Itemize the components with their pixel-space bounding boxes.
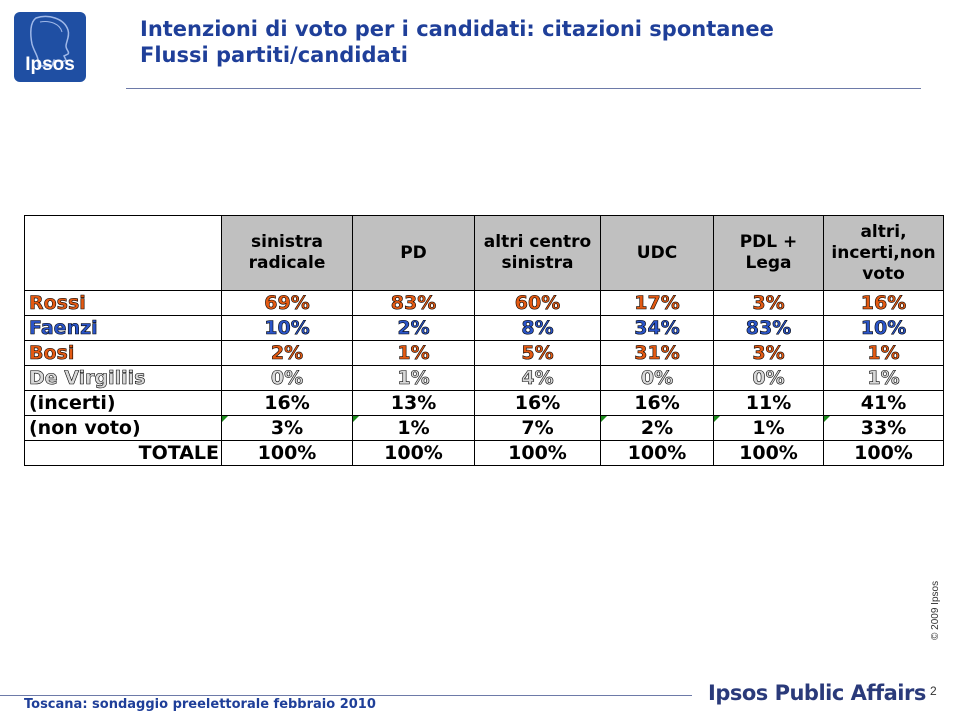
table-cell: 17% — [600, 290, 714, 316]
profile-head-icon — [30, 15, 70, 67]
table-cell: 100% — [221, 440, 353, 466]
table-cell: 16% — [221, 390, 353, 416]
title-divider — [126, 88, 921, 89]
table-cell: 31% — [600, 340, 714, 366]
comment-marker-icon — [824, 416, 830, 422]
column-header: altri, incerti,non voto — [823, 215, 944, 291]
table-row: (non voto) 3% 1% 7% 2% 1% 33% — [24, 415, 944, 441]
header-corner-cell — [24, 215, 222, 291]
table-cell: 16% — [474, 390, 601, 416]
table-cell: 4% — [474, 365, 601, 391]
table-cell: 10% — [221, 315, 353, 341]
table-cell: 10% — [823, 315, 944, 341]
row-label: Rossi — [24, 290, 222, 316]
row-label: (non voto) — [24, 415, 222, 441]
table-cell: 0% — [713, 365, 824, 391]
column-header: PDL + Lega — [713, 215, 824, 291]
comment-marker-icon — [222, 416, 228, 422]
row-label: De Virgiliis — [24, 365, 222, 391]
table-row: Faenzi 10% 2% 8% 34% 83% 10% — [24, 315, 944, 341]
table-cell: 1% — [823, 340, 944, 366]
table-cell: 1% — [352, 365, 475, 391]
row-label: Faenzi — [24, 315, 222, 341]
table-cell: 60% — [474, 290, 601, 316]
table-cell: 41% — [823, 390, 944, 416]
table-cell: 8% — [474, 315, 601, 341]
comment-marker-icon — [714, 416, 720, 422]
table-cell: 0% — [221, 365, 353, 391]
table-cell: 69% — [221, 290, 353, 316]
row-label: (incerti) — [24, 390, 222, 416]
column-header: PD — [352, 215, 475, 291]
page-title: Intenzioni di voto per i candidati: cita… — [140, 16, 774, 68]
page-number: 2 — [930, 684, 937, 698]
table-row: De Virgiliis 0% 1% 4% 0% 0% 1% — [24, 365, 944, 391]
table-cell: 5% — [474, 340, 601, 366]
table-cell: 3% — [713, 290, 824, 316]
footer-brand: Ipsos Public Affairs — [708, 681, 926, 705]
table-row: (incerti) 16% 13% 16% 16% 11% 41% — [24, 390, 944, 416]
vote-flow-table: sinistra radicale PD altri centro sinist… — [24, 215, 944, 466]
table-cell: 16% — [600, 390, 714, 416]
footer-divider — [0, 695, 692, 696]
ipsos-logo: Ipsos — [14, 12, 86, 82]
table-cell: 1% — [823, 365, 944, 391]
table-row: Bosi 2% 1% 5% 31% 3% 1% — [24, 340, 944, 366]
table-total-row: TOTALE 100% 100% 100% 100% 100% 100% — [24, 440, 944, 466]
table-cell: 3% — [221, 415, 353, 441]
table-row: Rossi 69% 83% 60% 17% 3% 16% — [24, 290, 944, 316]
table-cell: 3% — [713, 340, 824, 366]
table-cell: 16% — [823, 290, 944, 316]
table-cell: 2% — [352, 315, 475, 341]
table-cell: 33% — [823, 415, 944, 441]
title-line-2: Flussi partiti/candidati — [140, 43, 408, 67]
table-cell: 1% — [713, 415, 824, 441]
table-cell: 2% — [600, 415, 714, 441]
copyright-note: © 2009 Ipsos — [930, 580, 941, 640]
table-cell: 11% — [713, 390, 824, 416]
table-cell: 83% — [713, 315, 824, 341]
row-label: TOTALE — [24, 440, 222, 466]
table-cell: 2% — [221, 340, 353, 366]
table-cell: 7% — [474, 415, 601, 441]
table-cell: 34% — [600, 315, 714, 341]
column-header: altri centro sinistra — [474, 215, 601, 291]
footer-survey-title: Toscana: sondaggio preelettorale febbrai… — [24, 697, 376, 712]
column-header: UDC — [600, 215, 714, 291]
column-header: sinistra radicale — [221, 215, 353, 291]
table-cell: 100% — [474, 440, 601, 466]
table-cell: 100% — [352, 440, 475, 466]
table-cell: 1% — [352, 340, 475, 366]
table-cell: 1% — [352, 415, 475, 441]
comment-marker-icon — [353, 416, 359, 422]
table-cell: 83% — [352, 290, 475, 316]
row-label: Bosi — [24, 340, 222, 366]
table-cell: 100% — [823, 440, 944, 466]
table-cell: 100% — [713, 440, 824, 466]
table-cell: 100% — [600, 440, 714, 466]
title-line-1: Intenzioni di voto per i candidati: cita… — [140, 17, 774, 41]
table-cell: 0% — [600, 365, 714, 391]
table-header-row: sinistra radicale PD altri centro sinist… — [24, 215, 944, 291]
comment-marker-icon — [601, 416, 607, 422]
table-cell: 13% — [352, 390, 475, 416]
logo-text: Ipsos — [25, 54, 75, 75]
